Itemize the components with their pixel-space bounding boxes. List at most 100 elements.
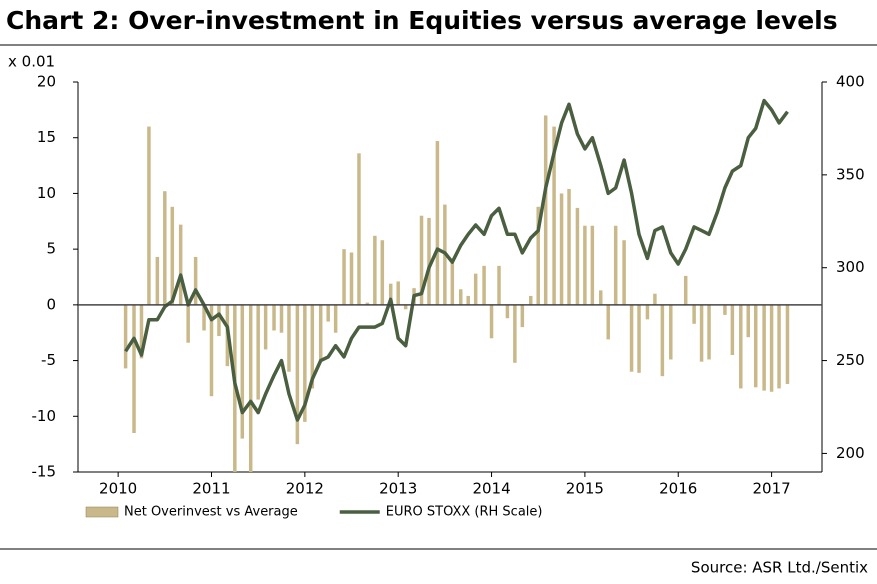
bar xyxy=(388,283,393,305)
legend-label: Net Overinvest vs Average xyxy=(124,505,298,520)
y2-tick-label: 250 xyxy=(836,351,865,369)
bar xyxy=(692,304,696,324)
bar xyxy=(599,290,603,305)
bar xyxy=(342,249,346,305)
bar xyxy=(365,302,370,305)
y-tick-label: -5 xyxy=(41,351,56,369)
bar xyxy=(559,193,564,305)
bar xyxy=(583,225,587,305)
bar xyxy=(333,304,338,333)
bar xyxy=(202,304,206,331)
y2-tick-label: 350 xyxy=(836,165,865,183)
bar xyxy=(629,304,634,372)
bar xyxy=(170,206,175,305)
y-tick-label: 15 xyxy=(37,128,56,146)
y-tick-label: 5 xyxy=(46,240,56,258)
bar xyxy=(746,304,751,338)
bar xyxy=(552,126,556,305)
x-tick-label: 2011 xyxy=(192,480,230,498)
bar xyxy=(373,235,377,305)
y2-tick-label: 200 xyxy=(836,444,865,462)
bar xyxy=(513,304,517,363)
bar xyxy=(209,304,214,397)
bar xyxy=(248,304,253,472)
bar xyxy=(123,304,128,369)
bar xyxy=(669,304,673,360)
line xyxy=(124,98,789,422)
bar xyxy=(528,295,533,305)
bar xyxy=(590,225,595,305)
bar xyxy=(683,275,688,305)
bar xyxy=(450,262,455,305)
bar xyxy=(419,215,424,305)
y-tick-label: 0 xyxy=(46,295,56,313)
source: Source: ASR Ltd./Sentix xyxy=(691,559,868,577)
bar xyxy=(178,224,183,305)
bar xyxy=(396,281,400,305)
bar xyxy=(653,293,657,305)
bar xyxy=(287,304,291,372)
x-tick-label: 2013 xyxy=(379,480,417,498)
chart-title: Chart 2: Over-investment in Equities ver… xyxy=(6,6,838,35)
bar xyxy=(427,217,431,305)
bar xyxy=(613,225,618,305)
bar xyxy=(785,304,790,384)
bar xyxy=(482,265,486,305)
bar xyxy=(435,141,440,305)
bar xyxy=(147,126,151,305)
bar xyxy=(193,256,198,305)
x-tick-label: 2014 xyxy=(472,480,510,498)
y-unit-label: x 0.01 xyxy=(8,53,55,71)
y2-tick-label: 300 xyxy=(836,258,865,276)
bar xyxy=(256,304,260,400)
x-tick-label: 2012 xyxy=(286,480,324,498)
y-tick-label: -10 xyxy=(32,407,57,425)
bar xyxy=(466,295,470,305)
bar xyxy=(186,304,190,343)
bar xyxy=(739,304,743,389)
bar xyxy=(349,252,354,305)
bar xyxy=(622,240,626,305)
bar xyxy=(163,191,167,305)
bar xyxy=(645,304,650,320)
bar xyxy=(458,289,463,305)
bar xyxy=(310,304,315,389)
bar xyxy=(660,304,665,377)
bar xyxy=(217,304,221,337)
y-tick-label: 20 xyxy=(37,73,56,91)
bar xyxy=(505,304,510,319)
bar xyxy=(762,304,766,391)
bar xyxy=(132,304,136,433)
bar xyxy=(536,206,540,305)
y2-tick-label: 400 xyxy=(836,73,865,91)
bar xyxy=(769,304,774,392)
bar xyxy=(707,304,711,360)
bar xyxy=(139,304,144,359)
bar xyxy=(272,304,276,331)
bar xyxy=(723,304,727,315)
bar xyxy=(318,304,323,361)
bar xyxy=(606,304,610,340)
x-tick-label: 2015 xyxy=(566,480,604,498)
bar xyxy=(489,304,494,339)
bar xyxy=(263,304,268,350)
bar xyxy=(380,240,385,305)
y-tick-label: 10 xyxy=(37,184,56,202)
x-tick-label: 2010 xyxy=(99,480,137,498)
bar xyxy=(730,304,735,355)
x-tick-label: 2017 xyxy=(752,480,790,498)
bar xyxy=(753,304,758,388)
bar xyxy=(295,304,300,445)
bar xyxy=(473,273,478,305)
bar xyxy=(303,304,307,422)
bar xyxy=(155,256,160,305)
bar xyxy=(240,304,245,439)
bar xyxy=(777,304,781,389)
bar xyxy=(699,304,704,362)
bar xyxy=(543,115,548,305)
bar xyxy=(520,304,525,328)
bar xyxy=(637,304,641,373)
bar xyxy=(357,153,361,305)
y-tick-label: -15 xyxy=(32,463,57,481)
